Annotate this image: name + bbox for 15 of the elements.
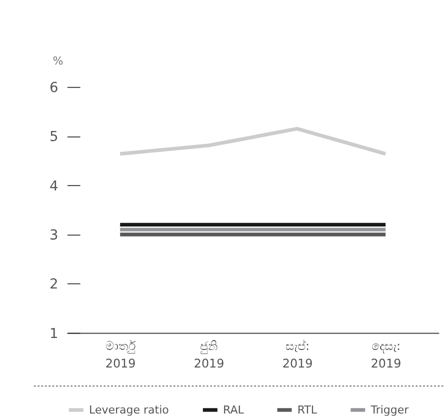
legend-label: RTL bbox=[297, 404, 318, 417]
y-tick-label: 1 bbox=[50, 326, 58, 342]
legend-label: RAL bbox=[223, 404, 245, 417]
y-tick-label: 5 bbox=[50, 129, 58, 146]
y-tick-label: 3 bbox=[50, 228, 58, 244]
y-axis-title: % bbox=[52, 54, 64, 68]
y-tick-label: 2 bbox=[50, 276, 58, 293]
legend-label: Leverage ratio bbox=[89, 404, 170, 417]
x-tick-label: දෙසැ: 2019 bbox=[370, 338, 402, 370]
y-tick-label: 4 bbox=[50, 178, 58, 194]
y-tick-label: 6 bbox=[50, 80, 58, 96]
legend-label: Trigger bbox=[370, 404, 410, 417]
x-tick-label: ජුනි 2019 bbox=[194, 338, 224, 370]
x-tick-label: මාර්තු 2019 bbox=[105, 338, 137, 370]
x-tick-label: සැප්: 2019 bbox=[282, 338, 313, 370]
